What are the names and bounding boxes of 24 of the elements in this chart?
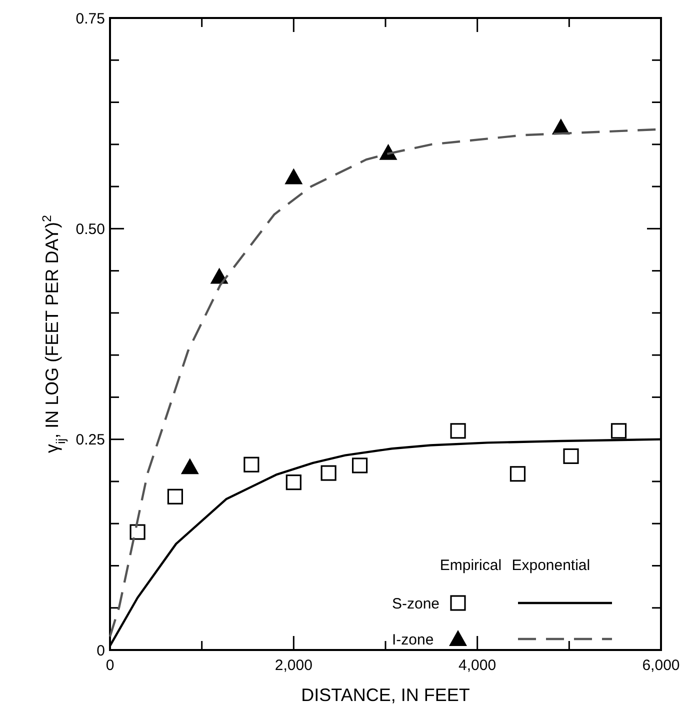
point [244,456,260,472]
y-tick-label: 0.25 [76,432,105,449]
point [610,423,627,439]
point [286,474,302,490]
y-tick-label: 0.75 [76,10,105,28]
point [450,423,466,439]
y-tick-label: 0 [96,642,105,660]
x-tick-label: 4,000 [458,657,496,674]
point [180,458,199,474]
x-tick-label: 6,000 [642,657,680,674]
point [352,458,368,474]
x-axis-title: DISTANCE, IN FEET [301,685,470,705]
legend-title: Empirical Exponential [440,557,590,574]
point [379,144,398,160]
point [284,168,303,184]
point [563,448,579,464]
legend-label: S-zone [392,595,440,612]
point [167,488,183,504]
legend-label: I-zone [392,631,434,648]
point [320,465,336,481]
point [510,466,526,482]
point [130,524,146,540]
y-tick-label: 0.50 [76,220,105,238]
x-tick-label: 2,000 [274,657,312,674]
